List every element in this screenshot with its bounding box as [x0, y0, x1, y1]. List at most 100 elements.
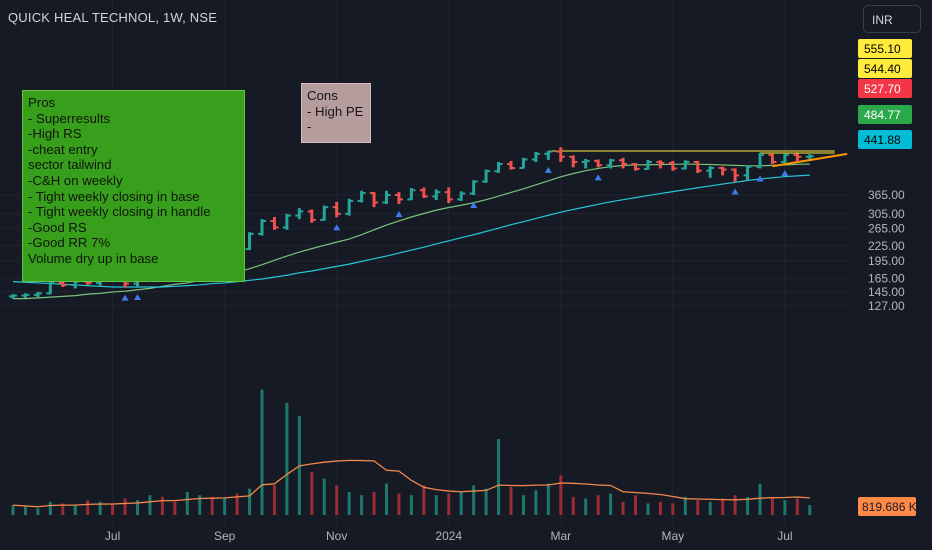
- volume-bar: [658, 501, 662, 515]
- triangle-marker: [756, 175, 764, 182]
- candle: [444, 187, 453, 204]
- candle: [469, 180, 478, 195]
- volume-bar: [758, 483, 762, 515]
- volume-bar: [61, 503, 65, 515]
- volume-bar: [571, 496, 575, 515]
- ma-line: [12, 174, 810, 288]
- price-label: 484.77: [858, 105, 912, 124]
- candle: [370, 192, 379, 208]
- volume-bar: [310, 472, 314, 515]
- volume-bar: [235, 493, 239, 515]
- candle: [21, 293, 30, 298]
- cons-note[interactable]: Cons - High PE -: [301, 83, 371, 143]
- time-tick-label: 2024: [435, 529, 462, 543]
- time-tick-label: Nov: [326, 529, 347, 543]
- time-tick-label: Jul: [777, 529, 792, 543]
- candle: [357, 190, 366, 203]
- volume-bar: [347, 491, 351, 515]
- volume-bar: [73, 505, 77, 515]
- price-label-text: 441.88: [864, 133, 901, 147]
- candle: [606, 158, 615, 169]
- volume-bar: [634, 495, 637, 515]
- pros-note[interactable]: Pros - Superresults -High RS -cheat entr…: [22, 90, 245, 282]
- volume-bar: [385, 483, 388, 515]
- volume-bar: [534, 490, 538, 515]
- candle: [756, 152, 764, 169]
- volume-bar: [708, 501, 712, 515]
- candle: [668, 160, 677, 171]
- trend-line: [772, 152, 848, 168]
- price-label-text: 544.40: [864, 62, 901, 76]
- symbol-title[interactable]: QUICK HEAL TECHNOL, 1W, NSE: [8, 10, 218, 25]
- pros-line: -High RS: [28, 126, 82, 142]
- pros-line: -cheat entry: [28, 141, 98, 157]
- pros-line: Pros: [28, 95, 56, 110]
- moving-averages: [12, 163, 810, 300]
- triangle-marker: [544, 166, 552, 173]
- triangle-marker: [395, 211, 403, 218]
- candle: [631, 163, 640, 171]
- volume-bar: [770, 498, 774, 515]
- volume-bar: [596, 495, 600, 515]
- pros-line: Volume dry up in base: [28, 250, 159, 266]
- price-tick-label: 145.00: [868, 285, 905, 299]
- volume-bar: [23, 506, 27, 515]
- volume-bar: [671, 503, 675, 515]
- volume-bar: [484, 488, 488, 515]
- candle: [382, 190, 391, 205]
- volume-bar: [397, 493, 401, 515]
- candle: [805, 154, 814, 159]
- volume-label: 819.686 K: [858, 497, 917, 516]
- pros-line: sector tailwind: [28, 157, 112, 173]
- price-label-text: 527.70: [864, 82, 901, 96]
- candle: [544, 150, 553, 160]
- price-label-box: [858, 39, 912, 58]
- candle: [270, 217, 279, 230]
- volume-bar: [434, 495, 438, 515]
- time-tick-label: May: [662, 529, 685, 543]
- candle: [643, 159, 652, 170]
- triangle-marker: [470, 202, 478, 208]
- pros-line: -Good RS: [28, 219, 87, 235]
- price-label-text: 484.77: [864, 108, 901, 122]
- price-label: 441.88: [858, 130, 912, 149]
- candle: [258, 219, 266, 236]
- volume-bar: [360, 495, 364, 515]
- volume-bar: [447, 493, 451, 515]
- cons-line: -: [307, 119, 312, 135]
- candle: [581, 158, 590, 169]
- price-label-box: [858, 105, 912, 124]
- volume-bar: [746, 496, 750, 515]
- cons-line: Cons: [307, 88, 338, 103]
- volume-bar: [372, 491, 376, 515]
- volume-bar: [123, 498, 127, 515]
- volume-bar: [260, 389, 264, 515]
- candle: [531, 151, 540, 162]
- volume-bar: [808, 505, 812, 515]
- pros-line: -C&H on weekly: [28, 172, 123, 188]
- price-label-box: [858, 130, 912, 149]
- ma-line: [13, 163, 810, 300]
- candle: [46, 281, 55, 295]
- volume-bar: [136, 500, 139, 515]
- price-tick-label: 225.00: [868, 239, 905, 253]
- candle: [432, 189, 441, 201]
- volume-bar: [459, 491, 463, 515]
- volume-bar: [509, 486, 513, 515]
- triangle-marker: [333, 224, 341, 231]
- candle: [519, 157, 528, 170]
- volume-ma-line: [12, 459, 810, 508]
- volume-bar: [621, 501, 625, 515]
- candle: [731, 168, 740, 182]
- candle: [569, 155, 578, 168]
- volume-bar: [335, 485, 339, 515]
- volume-bar: [472, 485, 476, 515]
- volume-bar: [98, 501, 102, 515]
- candle: [33, 291, 42, 298]
- candle: [494, 161, 503, 174]
- time-axis[interactable]: Jul Sep Nov 2024 Mar May Jul: [105, 529, 793, 543]
- currency-button[interactable]: INR: [863, 5, 921, 33]
- price-tick-label: 365.00: [868, 188, 905, 202]
- candle: [320, 205, 329, 221]
